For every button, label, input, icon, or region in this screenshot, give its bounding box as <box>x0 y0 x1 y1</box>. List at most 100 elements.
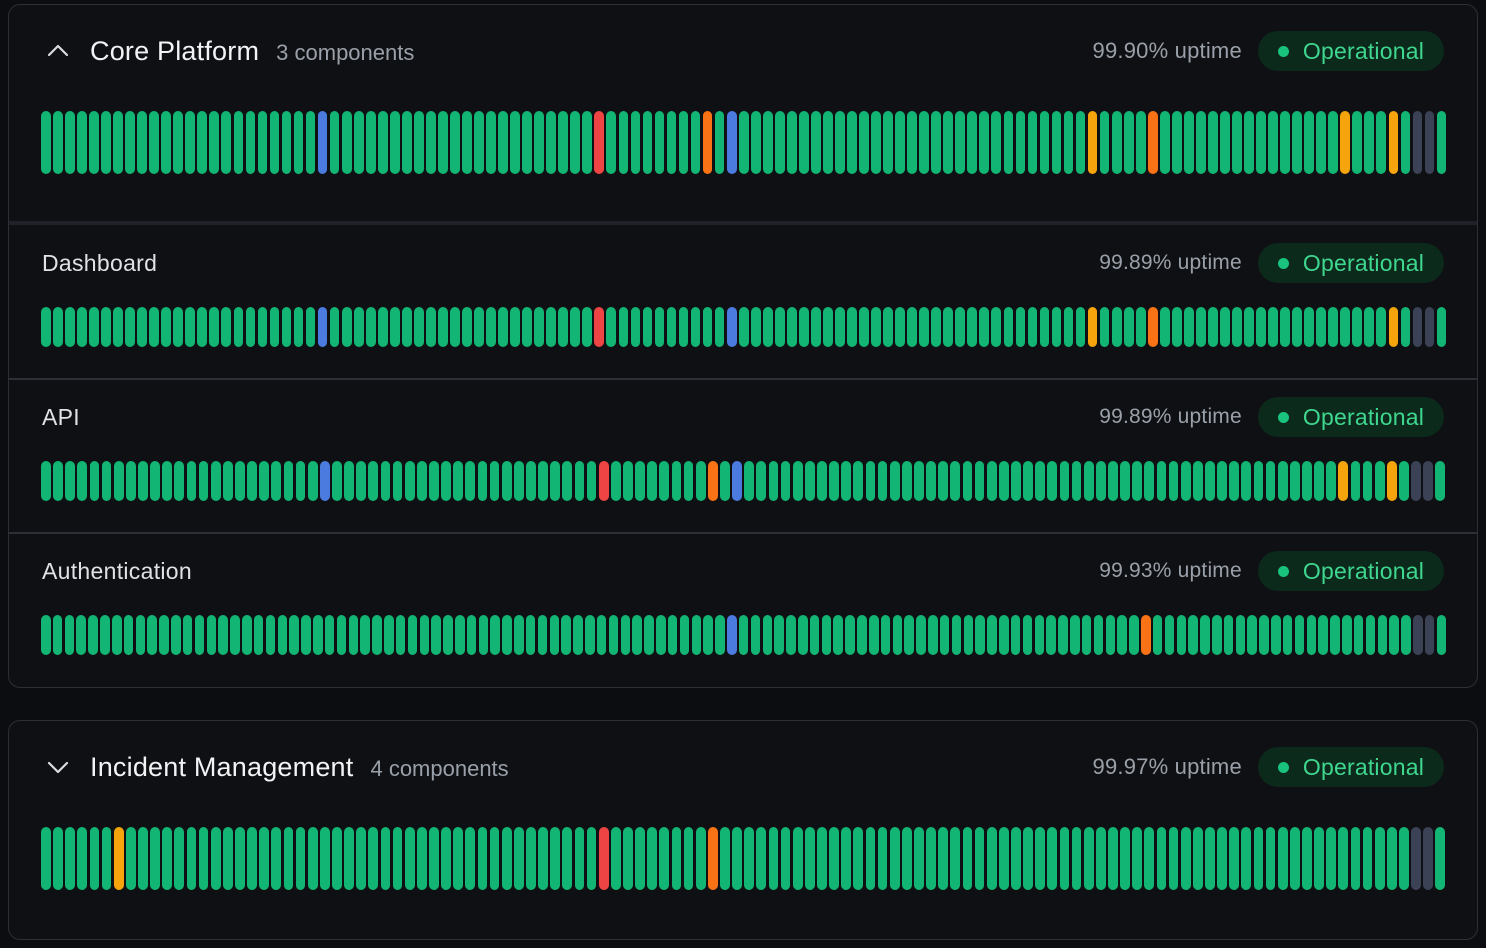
uptime-bar-up[interactable] <box>1277 827 1288 890</box>
uptime-bar-up[interactable] <box>218 615 228 655</box>
uptime-bar-up[interactable] <box>368 461 379 501</box>
uptime-bar-degraded[interactable] <box>1388 307 1399 347</box>
uptime-bar-up[interactable] <box>1171 307 1182 347</box>
uptime-bar-up[interactable] <box>1401 615 1411 655</box>
uptime-bar-up[interactable] <box>715 615 725 655</box>
uptime-bar-up[interactable] <box>931 111 942 174</box>
uptime-bar-up[interactable] <box>1364 111 1375 174</box>
uptime-bar-up[interactable] <box>792 827 803 890</box>
uptime-bar-up[interactable] <box>360 615 370 655</box>
uptime-bar-up[interactable] <box>1022 615 1033 655</box>
uptime-bar-up[interactable] <box>798 615 808 655</box>
uptime-bar-up[interactable] <box>1123 111 1134 174</box>
uptime-bar-down[interactable] <box>594 111 605 174</box>
uptime-bar-up[interactable] <box>804 461 815 501</box>
uptime-bar-up[interactable] <box>1326 461 1337 501</box>
uptime-bar-up[interactable] <box>307 827 318 890</box>
uptime-bar-up[interactable] <box>365 111 376 174</box>
uptime-bar-up[interactable] <box>441 827 451 890</box>
uptime-bar-up[interactable] <box>714 307 725 347</box>
uptime-bar-up[interactable] <box>1081 615 1092 655</box>
uptime-bar-up[interactable] <box>1046 615 1056 655</box>
uptime-bar-up[interactable] <box>101 111 111 174</box>
uptime-bar-up[interactable] <box>257 111 268 174</box>
uptime-bar-up[interactable] <box>1244 111 1254 174</box>
uptime-bar-up[interactable] <box>1159 111 1170 174</box>
uptime-bar-up[interactable] <box>656 615 666 655</box>
uptime-bar-up[interactable] <box>847 307 857 347</box>
uptime-bar-degraded[interactable] <box>113 827 124 890</box>
uptime-bar-up[interactable] <box>991 111 1002 174</box>
uptime-bar-up[interactable] <box>149 111 160 174</box>
uptime-bar-up[interactable] <box>829 827 839 890</box>
uptime-bar-degraded[interactable] <box>1087 111 1098 174</box>
uptime-bar-up[interactable] <box>453 827 464 890</box>
uptime-bar-up[interactable] <box>269 111 280 174</box>
uptime-bar-up[interactable] <box>671 827 682 890</box>
uptime-bar-up[interactable] <box>1059 827 1070 890</box>
uptime-bar-up[interactable] <box>125 461 136 501</box>
uptime-bar-up[interactable] <box>780 461 791 501</box>
uptime-bar-up[interactable] <box>534 307 545 347</box>
uptime-bar-up[interactable] <box>389 307 400 347</box>
uptime-bar-up[interactable] <box>1144 827 1155 890</box>
uptime-bar-up[interactable] <box>380 461 391 501</box>
uptime-bar-up[interactable] <box>222 461 233 501</box>
uptime-bar-up[interactable] <box>1235 615 1246 655</box>
uptime-bar-up[interactable] <box>623 461 633 501</box>
uptime-bar-up[interactable] <box>1129 615 1139 655</box>
uptime-bar-up[interactable] <box>1374 827 1385 890</box>
uptime-bar-up[interactable] <box>210 827 221 890</box>
uptime-bar-up[interactable] <box>173 111 184 174</box>
uptime-bar-up[interactable] <box>123 615 134 655</box>
uptime-bar-up[interactable] <box>1306 615 1317 655</box>
uptime-bar-up[interactable] <box>1342 615 1352 655</box>
uptime-bar-up[interactable] <box>1035 461 1046 501</box>
uptime-bar-up[interactable] <box>608 615 619 655</box>
uptime-bar-up[interactable] <box>65 827 76 890</box>
uptime-bar-up[interactable] <box>247 827 257 890</box>
uptime-bar-up[interactable] <box>416 827 427 890</box>
uptime-bar-up[interactable] <box>257 307 268 347</box>
uptime-bar-up[interactable] <box>1120 827 1130 890</box>
uptime-bar-up[interactable] <box>137 111 147 174</box>
uptime-bar-up[interactable] <box>895 111 905 174</box>
uptime-bar-up[interactable] <box>111 615 122 655</box>
uptime-bar-up[interactable] <box>1362 461 1373 501</box>
uptime-bar-up[interactable] <box>245 111 256 174</box>
uptime-bar-up[interactable] <box>1232 307 1242 347</box>
uptime-bar-nodata[interactable] <box>1411 461 1421 501</box>
uptime-bar-up[interactable] <box>750 307 761 347</box>
uptime-bar-up[interactable] <box>1196 307 1206 347</box>
uptime-bar-up[interactable] <box>562 461 573 501</box>
uptime-bar-up[interactable] <box>1105 615 1116 655</box>
uptime-bar-up[interactable] <box>443 615 453 655</box>
uptime-bar-up[interactable] <box>987 615 997 655</box>
uptime-bar-up[interactable] <box>714 111 725 174</box>
uptime-bar-up[interactable] <box>245 307 256 347</box>
uptime-bar-up[interactable] <box>720 827 730 890</box>
uptime-bar-up[interactable] <box>1183 307 1194 347</box>
uptime-bar-up[interactable] <box>368 827 379 890</box>
uptime-bar-up[interactable] <box>498 111 508 174</box>
uptime-bar-up[interactable] <box>1156 461 1167 501</box>
uptime-bar-degraded[interactable] <box>1340 111 1351 174</box>
uptime-bar-up[interactable] <box>101 827 112 890</box>
uptime-bar-up[interactable] <box>678 307 689 347</box>
uptime-bar-up[interactable] <box>1374 461 1385 501</box>
uptime-bar-up[interactable] <box>1253 827 1264 890</box>
uptime-bar-up[interactable] <box>1244 307 1254 347</box>
uptime-bar-up[interactable] <box>319 827 330 890</box>
uptime-bar-up[interactable] <box>798 307 809 347</box>
uptime-bar-nodata[interactable] <box>1413 615 1423 655</box>
uptime-bar-up[interactable] <box>979 111 990 174</box>
uptime-bar-up[interactable] <box>666 307 677 347</box>
uptime-bar-up[interactable] <box>295 827 306 890</box>
uptime-bar-up[interactable] <box>550 461 561 501</box>
uptime-bar-up[interactable] <box>76 615 87 655</box>
uptime-bar-up[interactable] <box>377 111 388 174</box>
uptime-bar-up[interactable] <box>1051 307 1062 347</box>
uptime-bar-up[interactable] <box>570 111 581 174</box>
uptime-bar-up[interactable] <box>974 827 985 890</box>
uptime-bar-up[interactable] <box>1047 461 1058 501</box>
